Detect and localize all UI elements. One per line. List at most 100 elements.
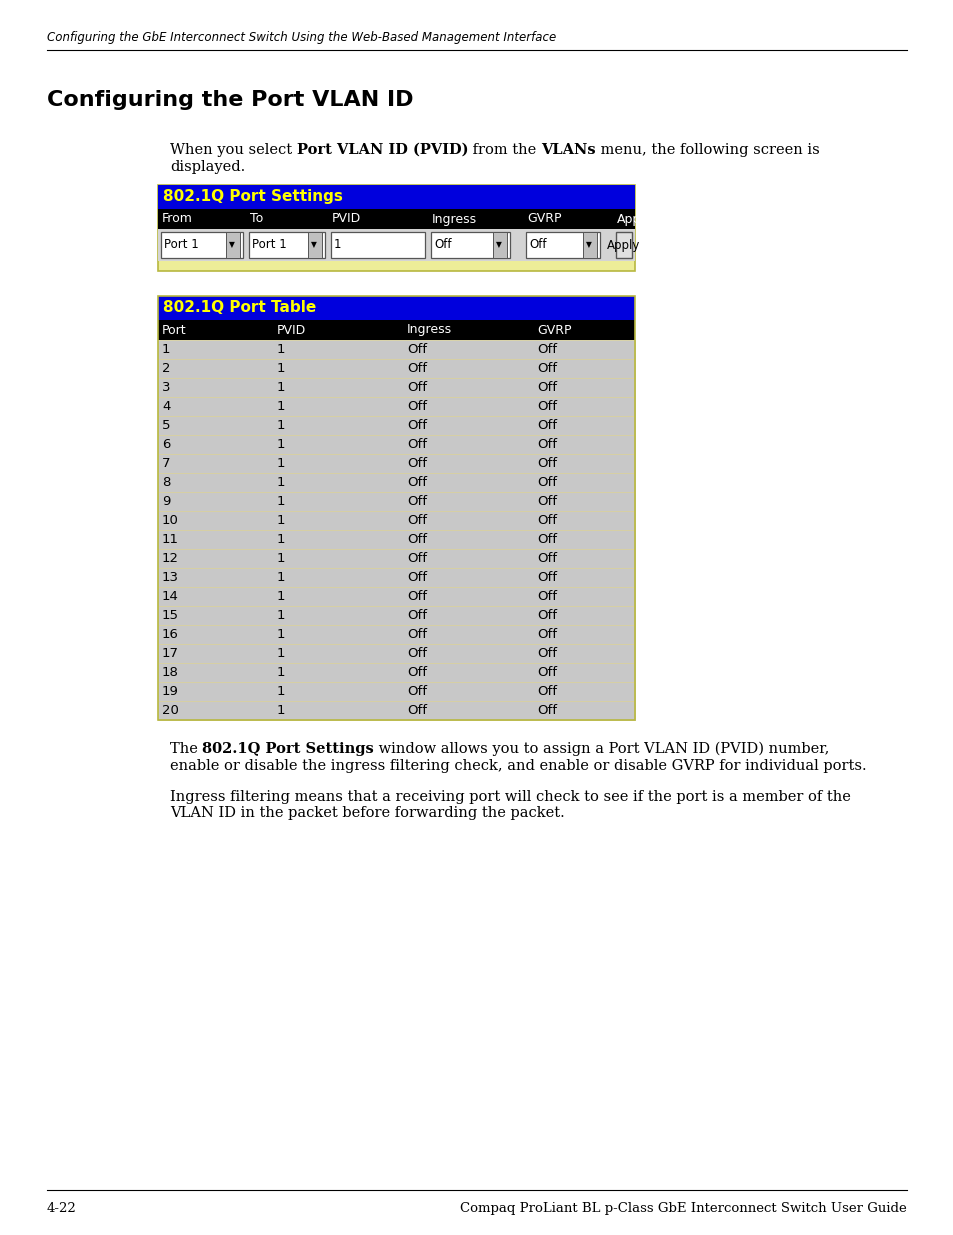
Text: Off: Off (537, 590, 557, 603)
Text: Ingress: Ingress (407, 324, 452, 336)
Text: Compaq ProLiant BL p-Class GbE Interconnect Switch User Guide: Compaq ProLiant BL p-Class GbE Interconn… (459, 1202, 906, 1215)
Text: Port: Port (162, 324, 187, 336)
Text: Off: Off (407, 666, 427, 679)
Text: 1: 1 (276, 590, 285, 603)
Text: Off: Off (407, 609, 427, 622)
Bar (226, 232, 240, 258)
Text: Off: Off (537, 666, 557, 679)
Text: Off: Off (537, 514, 557, 527)
Text: Off: Off (537, 400, 557, 412)
Text: GVRP: GVRP (526, 212, 561, 226)
Text: Off: Off (537, 534, 557, 546)
Text: Off: Off (529, 238, 546, 252)
Bar (158, 396, 635, 416)
Text: 802.1Q Port Settings: 802.1Q Port Settings (163, 189, 342, 205)
Text: 1: 1 (276, 343, 285, 356)
Text: Off: Off (537, 457, 557, 471)
Text: Port 1: Port 1 (252, 238, 287, 252)
Text: 1: 1 (276, 475, 285, 489)
Text: 802.1Q Port Settings: 802.1Q Port Settings (202, 742, 374, 756)
Text: 1: 1 (276, 609, 285, 622)
Bar (158, 185, 635, 270)
Text: 14: 14 (162, 590, 178, 603)
Text: Off: Off (407, 475, 427, 489)
Text: Off: Off (537, 343, 557, 356)
Text: Off: Off (407, 382, 427, 394)
Text: Port 1: Port 1 (164, 238, 198, 252)
Text: Off: Off (407, 629, 427, 641)
Text: 802.1Q Port Table: 802.1Q Port Table (163, 300, 315, 315)
Bar (158, 682, 635, 701)
Text: 1: 1 (276, 457, 285, 471)
Bar (493, 232, 506, 258)
Text: Off: Off (537, 704, 557, 718)
Text: From: From (162, 212, 193, 226)
Text: 19: 19 (162, 685, 178, 698)
Bar (158, 228, 635, 261)
Text: 1: 1 (276, 666, 285, 679)
Text: Off: Off (407, 571, 427, 584)
Text: Off: Off (407, 534, 427, 546)
Text: Off: Off (407, 647, 427, 659)
Text: 3: 3 (162, 382, 171, 394)
Bar (158, 568, 635, 587)
Bar (525, 232, 599, 258)
Bar (161, 232, 243, 258)
Bar (158, 185, 635, 209)
Text: 4: 4 (162, 400, 171, 412)
Bar (158, 296, 635, 720)
Text: Off: Off (434, 238, 451, 252)
Bar (158, 209, 635, 228)
Text: Off: Off (407, 514, 427, 527)
Text: Off: Off (407, 457, 427, 471)
Text: Off: Off (407, 362, 427, 375)
Text: To: To (250, 212, 263, 226)
Text: Off: Off (537, 382, 557, 394)
Text: 5: 5 (162, 419, 171, 432)
Text: Off: Off (537, 609, 557, 622)
Text: Off: Off (407, 419, 427, 432)
Text: 1: 1 (276, 362, 285, 375)
Text: Off: Off (407, 400, 427, 412)
Text: 7: 7 (162, 457, 171, 471)
Text: 9: 9 (162, 495, 171, 508)
Text: ▼: ▼ (311, 241, 316, 249)
Bar (158, 625, 635, 643)
Text: Off: Off (407, 590, 427, 603)
Text: Off: Off (537, 475, 557, 489)
Text: 1: 1 (276, 419, 285, 432)
Text: ▼: ▼ (585, 241, 591, 249)
Text: Off: Off (407, 343, 427, 356)
Bar (158, 296, 635, 320)
Text: 1: 1 (276, 382, 285, 394)
Text: Ingress: Ingress (432, 212, 476, 226)
Text: Off: Off (407, 552, 427, 564)
Bar (308, 232, 322, 258)
Bar (158, 530, 635, 550)
Text: The: The (170, 742, 202, 756)
Bar (158, 643, 635, 663)
Text: 10: 10 (162, 514, 178, 527)
Text: 2: 2 (162, 362, 171, 375)
Bar (249, 232, 325, 258)
Text: Apply: Apply (617, 212, 652, 226)
Bar (158, 340, 635, 359)
Bar (158, 454, 635, 473)
Text: 8: 8 (162, 475, 171, 489)
Text: window allows you to assign a Port VLAN ID (PVID) number,: window allows you to assign a Port VLAN … (374, 742, 829, 756)
Text: 1: 1 (276, 704, 285, 718)
Bar (158, 320, 635, 340)
Bar (158, 511, 635, 530)
Text: PVID: PVID (276, 324, 306, 336)
Text: 20: 20 (162, 704, 178, 718)
Bar (331, 232, 424, 258)
Text: Apply: Apply (607, 238, 640, 252)
Text: Off: Off (537, 495, 557, 508)
Text: GVRP: GVRP (537, 324, 571, 336)
Bar (158, 701, 635, 720)
Bar (582, 232, 597, 258)
Text: Off: Off (537, 629, 557, 641)
Bar (158, 435, 635, 454)
Text: ▼: ▼ (496, 241, 501, 249)
Text: When you select: When you select (170, 143, 296, 157)
